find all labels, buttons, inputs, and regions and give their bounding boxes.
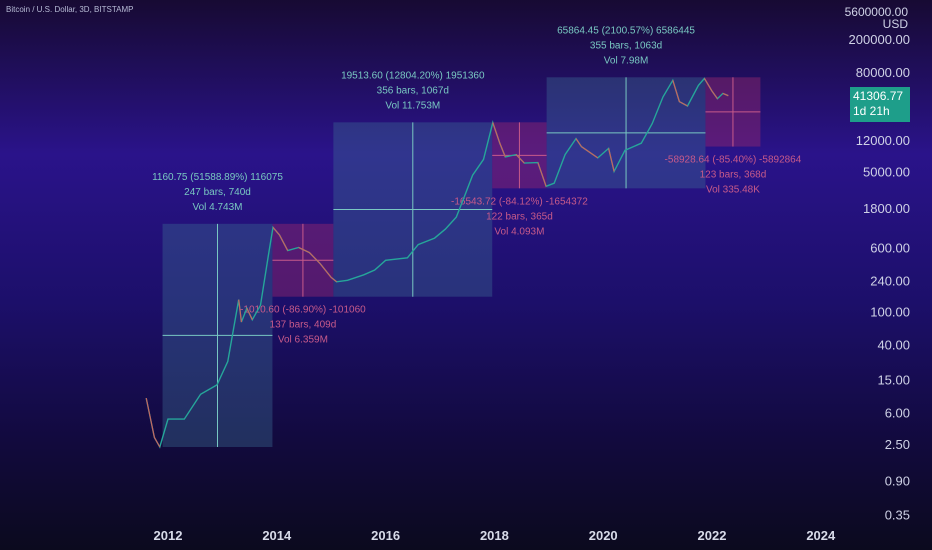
- y-tick-label: 100.00: [870, 305, 910, 320]
- measure-label-0-0: 1160.75 (51588.89%) 116075: [152, 172, 283, 183]
- measure-label-5-2: Vol 335.48K: [706, 185, 760, 196]
- price-down-segment: [581, 146, 599, 159]
- price-down-segment: [499, 142, 506, 158]
- price-down-segment: [309, 252, 321, 265]
- measure-label-4-0: 65864.45 (2100.57%) 6586445: [557, 25, 695, 36]
- x-tick-label: 2012: [154, 528, 183, 543]
- price-down-segment: [672, 80, 680, 102]
- y-tick-label: 80000.00: [856, 65, 910, 80]
- price-down-segment: [537, 162, 547, 187]
- measure-label-4-1: 355 bars, 1063d: [590, 40, 662, 51]
- measure-label-5-1: 123 bars, 368d: [700, 170, 767, 181]
- last-price-value: 41306.77: [853, 89, 904, 103]
- measure-label-0-1: 247 bars, 740d: [184, 187, 251, 198]
- price-scale-top: 5600000.00: [844, 5, 908, 19]
- measure-label-3-2: Vol 4.093M: [494, 226, 544, 237]
- measure-label-3-0: -16543.72 (-84.12%) -1654372: [451, 196, 588, 207]
- y-tick-label: 2.50: [885, 437, 910, 452]
- price-down-segment: [575, 138, 582, 147]
- x-tick-label: 2022: [698, 528, 727, 543]
- x-tick-label: 2020: [589, 528, 618, 543]
- measure-label-2-0: 19513.60 (12804.20%) 1951360: [341, 70, 485, 81]
- measure-label-2-1: 356 bars, 1067d: [377, 85, 449, 96]
- y-tick-label: 240.00: [870, 273, 910, 288]
- price-down-segment: [722, 92, 729, 97]
- price-down-segment: [492, 122, 501, 144]
- price-down-segment: [145, 397, 155, 438]
- currency-unit: USD: [882, 17, 908, 31]
- price-down-segment: [319, 263, 332, 278]
- y-tick-label: 0.35: [885, 508, 910, 523]
- x-tick-label: 2014: [262, 528, 292, 543]
- price-down-segment: [298, 246, 310, 254]
- price-down-segment: [515, 154, 525, 164]
- measure-label-0-2: Vol 4.743M: [192, 202, 242, 213]
- measure-label-3-1: 122 bars, 365d: [486, 211, 553, 222]
- price-down-segment: [238, 299, 243, 323]
- y-tick-label: 1800.00: [863, 201, 910, 216]
- measure-label-2-2: Vol 11.753M: [385, 100, 440, 111]
- symbol-title: Bitcoin / U.S. Dollar, 3D, BITSTAMP: [6, 5, 134, 14]
- price-down-segment: [679, 101, 688, 107]
- measure-label-4-2: Vol 7.98M: [604, 55, 648, 66]
- price-down-segment: [711, 90, 718, 100]
- y-tick-label: 5000.00: [863, 164, 910, 179]
- price-down-segment: [330, 276, 338, 283]
- x-tick-label: 2024: [806, 528, 836, 543]
- measure-label-1-1: 137 bars, 409d: [270, 320, 337, 331]
- price-down-segment: [272, 227, 280, 236]
- y-tick-label: 6.00: [885, 406, 910, 421]
- price-down-segment: [246, 308, 253, 320]
- price-down-segment: [153, 437, 161, 448]
- y-tick-label: 200000.00: [849, 32, 910, 47]
- y-tick-label: 12000.00: [856, 133, 910, 148]
- last-price-badge: 41306.77 1d 21h: [850, 87, 910, 122]
- y-tick-label: 40.00: [877, 338, 910, 353]
- x-tick-label: 2016: [371, 528, 400, 543]
- measure-label-1-2: Vol 6.359M: [278, 335, 328, 346]
- price-down-segment: [608, 148, 615, 172]
- measure-label-1-0: -1010.60 (-86.90%) -101060: [240, 305, 366, 316]
- measure-label-5-0: -58928.64 (-85.40%) -5892864: [665, 155, 802, 166]
- currency-label: 5600000.00 USD: [845, 6, 908, 30]
- candle-countdown: 1d 21h: [853, 104, 890, 118]
- y-tick-label: 600.00: [870, 240, 910, 255]
- price-down-segment: [278, 234, 289, 251]
- y-tick-label: 0.90: [885, 474, 910, 489]
- x-tick-label: 2018: [480, 528, 509, 543]
- y-tick-label: 15.00: [877, 373, 910, 388]
- price-down-segment: [703, 78, 713, 92]
